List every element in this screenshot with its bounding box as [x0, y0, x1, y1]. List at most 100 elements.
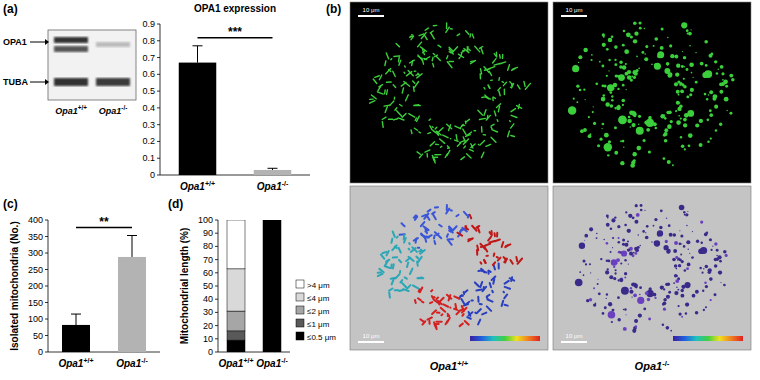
mito-render	[618, 241, 621, 244]
mito-network	[461, 51, 464, 53]
mito-render	[684, 282, 690, 288]
western-blot: OPA1TUBAOpa1+/+Opa1-/-	[3, 30, 136, 116]
mito-render	[624, 277, 626, 279]
mito-render	[502, 301, 504, 306]
mito-render	[395, 246, 397, 248]
mito-render	[399, 271, 401, 273]
mito-render	[414, 300, 417, 303]
mito-fragment	[714, 60, 717, 63]
mito-render	[618, 280, 619, 281]
micrographs: 10 μm10 μmOpa1+/+10 μm10 μmOpa1-/-	[350, 2, 751, 372]
mito-fragment	[731, 78, 734, 81]
mito-render	[433, 241, 436, 244]
mito-fragment	[618, 74, 625, 81]
mito-render	[477, 297, 479, 302]
y-tick-label: 0.8	[142, 36, 155, 46]
legend-label: ≤2 μm	[307, 307, 330, 316]
mito-render	[438, 235, 442, 238]
y-tick-label: 10	[203, 334, 213, 344]
mito-network	[478, 110, 483, 115]
mito-render	[714, 293, 717, 296]
mito-fragment	[568, 106, 576, 114]
mito-render	[424, 214, 428, 219]
mito-render	[635, 325, 638, 328]
mito-network	[390, 58, 392, 60]
mito-network	[386, 53, 388, 59]
mito-render	[680, 254, 682, 256]
mito-render	[435, 325, 437, 329]
mito-fragment	[677, 80, 680, 83]
mito-render	[686, 267, 689, 270]
mito-fragment	[643, 139, 646, 142]
mito-render	[490, 283, 491, 287]
mito-render	[645, 236, 649, 240]
mito-fragment	[704, 40, 708, 44]
mito-network	[398, 57, 400, 62]
mito-render	[493, 262, 495, 265]
mito-fragment	[625, 63, 627, 65]
mito-render	[583, 274, 585, 276]
mito-render	[633, 326, 637, 330]
mito-render	[493, 279, 494, 284]
mito-render	[702, 290, 704, 292]
lane-label: Opa1-/-	[99, 104, 127, 116]
mito-network	[396, 44, 399, 47]
mito-network	[386, 81, 391, 83]
mito-fragment	[704, 93, 707, 96]
bar-segment	[263, 220, 281, 221]
mito-render	[628, 214, 632, 218]
mito-fragment	[644, 53, 646, 55]
y-tick-label: 0	[150, 170, 155, 180]
mito-render	[378, 274, 383, 276]
mito-render	[705, 306, 707, 308]
mito-render	[385, 261, 387, 265]
mito-fragment	[627, 119, 632, 124]
gene: Opa1	[58, 358, 83, 369]
gene: Opa1	[99, 106, 122, 116]
mito-network	[393, 85, 395, 88]
mito-fragment	[588, 134, 592, 138]
mito-network	[409, 114, 415, 117]
mito-render	[709, 277, 713, 281]
mito-render	[627, 248, 630, 251]
mito-render	[427, 235, 432, 238]
mito-render	[677, 259, 679, 261]
y-tick-label: 0.1	[142, 153, 155, 163]
mito-render	[708, 270, 712, 274]
mito-fragment	[576, 84, 579, 87]
mito-render	[470, 215, 471, 219]
mito-render	[622, 239, 625, 242]
error-bar	[127, 236, 137, 257]
mito-render	[603, 239, 605, 241]
x-tick-label: Opa1-/-	[116, 357, 148, 369]
mito-render	[696, 240, 699, 243]
mito-fragment	[604, 143, 612, 151]
mito-network	[475, 46, 480, 52]
mito-render	[488, 237, 491, 241]
mito-fragment	[622, 140, 625, 143]
mito-network	[447, 56, 448, 59]
mito-render	[624, 224, 627, 227]
mito-fragment	[611, 105, 612, 106]
mito-render	[435, 206, 438, 208]
y-tick	[45, 220, 48, 221]
mito-fragment	[619, 61, 622, 64]
mito-render	[685, 213, 688, 216]
scale-bar	[358, 15, 384, 17]
rendering	[350, 186, 548, 350]
mito-fragment	[653, 45, 655, 47]
mito-render	[645, 291, 649, 295]
mito-render	[635, 252, 638, 255]
mito-render	[615, 278, 616, 279]
mito-fragment	[599, 138, 602, 141]
mito-fragment	[699, 119, 703, 123]
mito-fragment	[689, 45, 691, 47]
mito-network	[467, 47, 468, 51]
mito-render	[435, 232, 436, 233]
mito-fragment	[663, 157, 666, 160]
mito-render	[617, 237, 619, 239]
mito-fragment	[660, 46, 664, 50]
mito-render	[389, 288, 392, 290]
mito-network	[461, 157, 465, 160]
mito-render	[504, 257, 506, 259]
